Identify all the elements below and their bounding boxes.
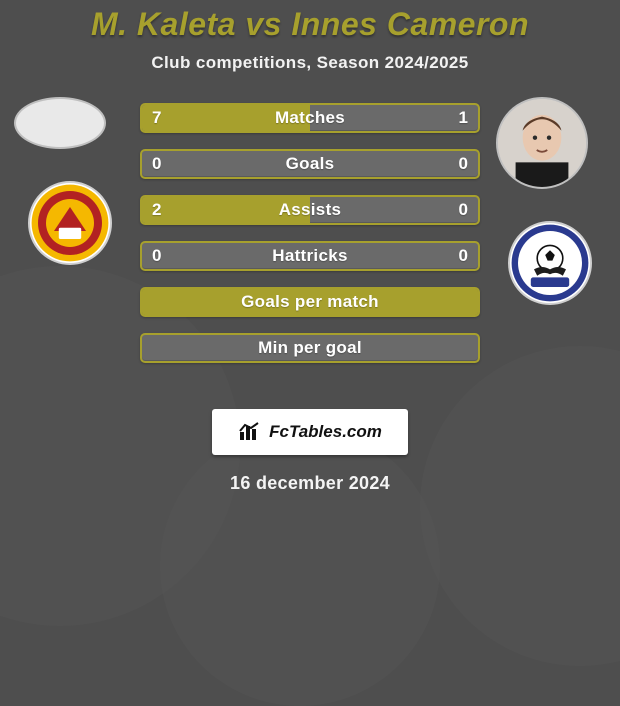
stat-value-right: 0	[449, 243, 478, 269]
club-badge-left	[28, 181, 112, 265]
stat-row: Goals per match	[140, 287, 480, 317]
club-badge-right	[508, 221, 592, 305]
stat-label: Hattricks	[142, 243, 478, 269]
stat-bars: Matches71Goals00Assists20Hattricks00Goal…	[140, 103, 480, 379]
player-right-avatar	[496, 97, 588, 189]
stat-value-left: 2	[142, 197, 171, 223]
stat-label: Goals	[142, 151, 478, 177]
stat-value-right: 0	[449, 197, 478, 223]
stat-value-right: 1	[449, 105, 478, 131]
brand-footer[interactable]: FcTables.com	[212, 409, 408, 455]
chart-icon	[238, 422, 262, 442]
stat-value-left: 0	[142, 151, 171, 177]
stat-row: Matches7 1	[140, 103, 480, 133]
subtitle: Club competitions, Season 2024/2025	[0, 53, 620, 73]
stat-label: Goals per match	[142, 289, 478, 315]
stat-value-left: 0	[142, 243, 171, 269]
stat-label: Matches	[142, 105, 478, 131]
player-left-avatar	[14, 97, 106, 149]
date-text: 16 december 2024	[0, 473, 620, 494]
comparison-panel: Matches71Goals00Assists20Hattricks00Goal…	[0, 103, 620, 403]
stat-value-left: 7	[142, 105, 171, 131]
page-title: M. Kaleta vs Innes Cameron	[0, 6, 620, 43]
stat-label: Min per goal	[142, 335, 478, 361]
stat-row: Assists2 0	[140, 195, 480, 225]
stat-row: Hattricks0 0	[140, 241, 480, 271]
stat-label: Assists	[142, 197, 478, 223]
brand-text: FcTables.com	[269, 422, 382, 442]
stat-value-right: 0	[449, 151, 478, 177]
stat-row: Goals0 0	[140, 149, 480, 179]
stat-row: Min per goal	[140, 333, 480, 363]
